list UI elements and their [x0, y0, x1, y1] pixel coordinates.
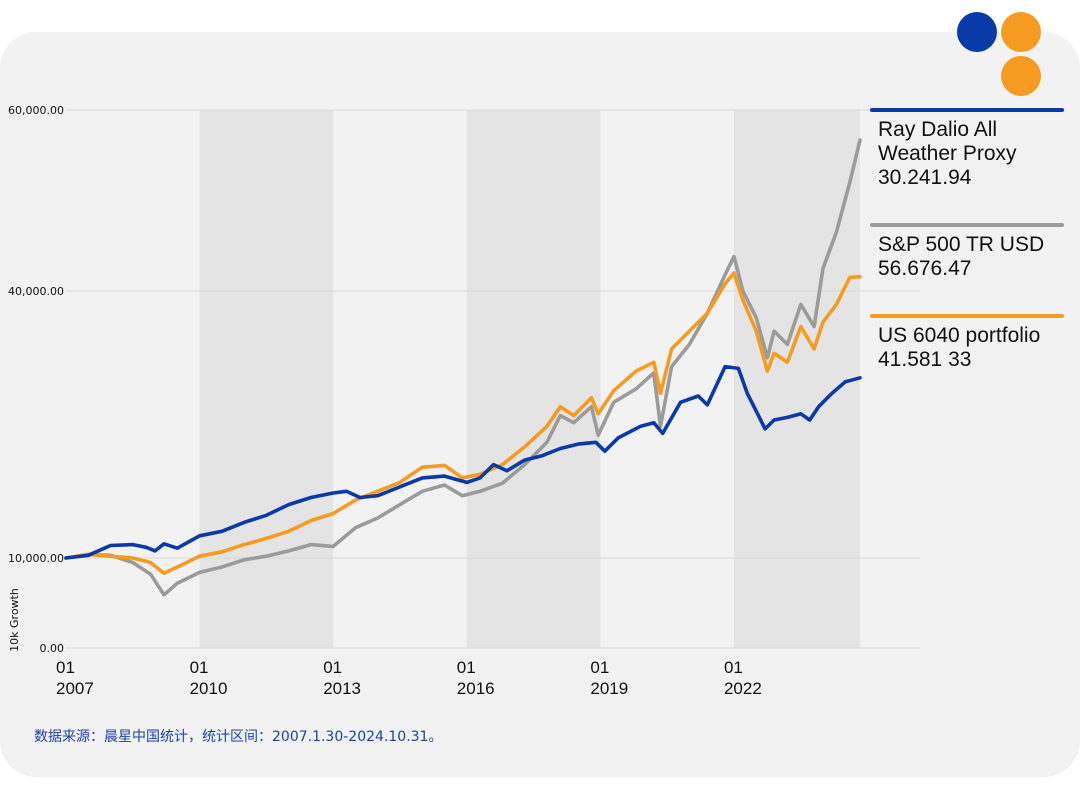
legend-swatch: [870, 223, 1064, 227]
series-line-ray-dalio-all-weather-proxy: [64, 364, 862, 560]
series-line-s-p-500-tr-usd: [64, 138, 862, 597]
x-tick-year: 2016: [457, 679, 495, 698]
x-tick-year: 2013: [323, 679, 361, 698]
legend-swatch: [870, 108, 1064, 112]
y-tick-label: 40,000.00: [8, 285, 64, 298]
x-tick-month: 01: [190, 658, 209, 677]
legend-label: Ray Dalio All Weather Proxy 30.241.94: [878, 118, 1017, 189]
legend-label: S&P 500 TR USD 56.676.47: [878, 233, 1045, 280]
series-line-us-6040-portfolio: [64, 271, 862, 576]
x-tick-year: 2022: [724, 679, 762, 698]
y-tick-label: 10,000.00: [8, 552, 64, 565]
legend-swatch: [870, 314, 1064, 318]
y-axis: 0.00 10,000.00 40,000.00 60,000.00 10k Growt…: [8, 104, 64, 655]
source-note: 数据来源：晨星中国统计，统计区间：2007.1.30-2024.10.31。: [34, 729, 443, 745]
legend-label: US 6040 portfolio 41.581 33: [878, 324, 1041, 371]
y-axis-label: 10k Growth: [8, 588, 21, 652]
series-lines: [64, 138, 862, 597]
x-axis: 01 2007 01 2010 01 2013 01 2016 01 2019 01 2022: [56, 658, 762, 698]
shaded-bands: [199, 110, 860, 648]
logo-dot-orange-bottom: [1001, 56, 1041, 96]
x-tick-month: 01: [323, 658, 342, 677]
x-tick-month: 01: [724, 658, 743, 677]
y-tick-label: 60,000.00: [8, 104, 64, 117]
logo-dot-blue: [957, 12, 997, 52]
logo-dot-orange-top: [1001, 12, 1041, 52]
legend-entry: S&P 500 TR USD 56.676.47: [870, 223, 1064, 281]
x-tick-year: 2007: [56, 679, 94, 698]
x-tick-year: 2010: [190, 679, 228, 698]
shaded-band: [466, 110, 601, 648]
x-tick-month: 01: [457, 658, 476, 677]
legend-entry: Ray Dalio All Weather Proxy 30.241.94: [870, 108, 1064, 190]
x-tick-month: 01: [590, 658, 609, 677]
y-tick-label: 0.00: [40, 642, 65, 655]
x-tick-month: 01: [56, 658, 75, 677]
x-tick-year: 2019: [590, 679, 628, 698]
legend-entry: US 6040 portfolio 41.581 33: [870, 314, 1064, 372]
shaded-band: [733, 110, 860, 648]
gridlines: [66, 109, 920, 649]
